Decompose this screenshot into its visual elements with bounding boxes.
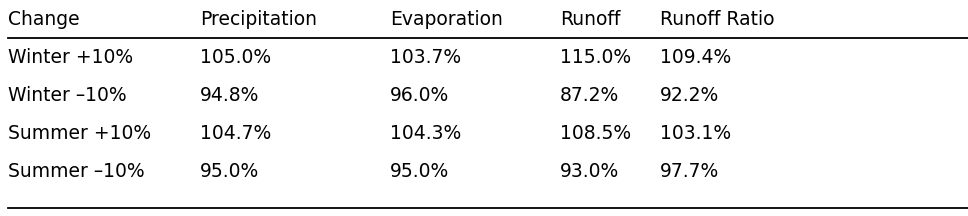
Text: 92.2%: 92.2% xyxy=(660,86,719,105)
Text: 97.7%: 97.7% xyxy=(660,162,719,181)
Text: Summer +10%: Summer +10% xyxy=(8,124,151,143)
Text: 87.2%: 87.2% xyxy=(560,86,620,105)
Text: 96.0%: 96.0% xyxy=(390,86,449,105)
Text: 108.5%: 108.5% xyxy=(560,124,631,143)
Text: 103.1%: 103.1% xyxy=(660,124,731,143)
Text: 94.8%: 94.8% xyxy=(200,86,259,105)
Text: 93.0%: 93.0% xyxy=(560,162,620,181)
Text: 95.0%: 95.0% xyxy=(200,162,259,181)
Text: Evaporation: Evaporation xyxy=(390,10,502,29)
Text: Winter –10%: Winter –10% xyxy=(8,86,127,105)
Text: Runoff: Runoff xyxy=(560,10,620,29)
Text: 115.0%: 115.0% xyxy=(560,48,631,67)
Text: Runoff Ratio: Runoff Ratio xyxy=(660,10,774,29)
Text: 103.7%: 103.7% xyxy=(390,48,461,67)
Text: Precipitation: Precipitation xyxy=(200,10,317,29)
Text: 104.3%: 104.3% xyxy=(390,124,461,143)
Text: Change: Change xyxy=(8,10,79,29)
Text: 95.0%: 95.0% xyxy=(390,162,449,181)
Text: 105.0%: 105.0% xyxy=(200,48,271,67)
Text: Summer –10%: Summer –10% xyxy=(8,162,144,181)
Text: 104.7%: 104.7% xyxy=(200,124,271,143)
Text: Winter +10%: Winter +10% xyxy=(8,48,134,67)
Text: 109.4%: 109.4% xyxy=(660,48,731,67)
